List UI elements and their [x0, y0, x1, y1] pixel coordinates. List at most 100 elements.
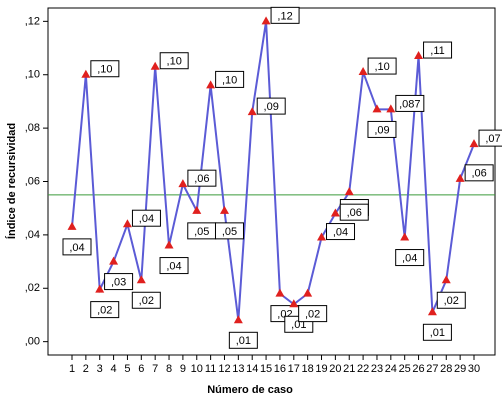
data-label: ,10: [374, 61, 389, 73]
marker: [247, 107, 257, 116]
label-box: [104, 273, 134, 291]
marker: [317, 232, 327, 241]
label-box: [464, 164, 494, 182]
data-label: ,04: [139, 213, 154, 225]
x-tick-label: 13: [232, 363, 244, 375]
label-box: [422, 323, 452, 341]
marker: [330, 208, 340, 217]
x-tick-label: 29: [454, 363, 466, 375]
y-tick-label: ,08: [25, 122, 40, 134]
marker: [427, 307, 437, 316]
y-tick-label: ,10: [25, 69, 40, 81]
marker: [219, 205, 229, 214]
x-axis-label: Número de caso: [207, 384, 293, 396]
label-box: [256, 97, 286, 115]
label-box: [478, 129, 502, 147]
data-label: ,06: [347, 207, 362, 219]
x-tick-label: 25: [399, 363, 411, 375]
x-tick-label: 27: [426, 363, 438, 375]
data-label: ,10: [97, 64, 112, 76]
x-tick-label: 16: [274, 363, 286, 375]
x-tick-label: 8: [166, 363, 172, 375]
x-tick-label: 7: [152, 363, 158, 375]
label-box: [326, 223, 356, 241]
x-tick-label: 19: [315, 363, 327, 375]
x-tick-label: 5: [124, 363, 130, 375]
data-label: ,06: [471, 168, 486, 180]
marker: [164, 240, 174, 249]
data-label: ,04: [402, 252, 417, 264]
label-box: [90, 60, 120, 78]
label-box: [159, 257, 189, 275]
plot-area: [47, 7, 496, 356]
x-tick-label: 28: [440, 363, 452, 375]
series-line: [71, 21, 475, 321]
marker: [233, 315, 243, 324]
x-tick-label: 21: [343, 363, 355, 375]
y-axis-label: Índice de recursividad: [5, 123, 18, 239]
data-label: ,11: [430, 45, 444, 57]
label-box: [131, 291, 161, 309]
data-label: ,01: [236, 335, 251, 347]
data-label: ,09: [264, 101, 279, 113]
x-tick-label: 4: [111, 363, 117, 375]
marker: [455, 173, 465, 182]
label-box: [62, 238, 92, 256]
marker: [386, 104, 396, 113]
data-label: ,01: [291, 319, 306, 331]
data-label: ,04: [333, 226, 348, 238]
data-label: ,12: [277, 10, 292, 22]
x-tick-label: 11: [205, 363, 216, 375]
x-tick-label: 15: [260, 363, 272, 375]
marker: [344, 187, 354, 196]
marker: [150, 61, 160, 70]
x-tick-label: 23: [371, 363, 383, 375]
label-box: [367, 57, 397, 75]
data-label: ,09: [374, 124, 389, 136]
label-box: [423, 41, 453, 59]
marker: [81, 69, 91, 78]
marker: [178, 179, 188, 188]
marker: [358, 67, 368, 76]
marker: [136, 275, 146, 284]
y-tick-label: ,02: [25, 282, 40, 294]
data-label: ,04: [166, 260, 181, 272]
label-box: [214, 222, 244, 240]
data-label: ,10: [167, 56, 182, 68]
label-box: [90, 301, 120, 319]
label-box: [395, 249, 425, 267]
data-label: ,05: [194, 226, 209, 238]
marker: [67, 221, 77, 230]
label-box: [367, 120, 397, 138]
marker: [469, 139, 479, 148]
marker: [441, 275, 451, 284]
data-label: ,07: [485, 133, 500, 145]
data-label: ,04: [69, 242, 84, 254]
marker: [400, 232, 410, 241]
data-label: ,02: [97, 305, 112, 317]
marker: [109, 256, 119, 265]
marker: [261, 16, 271, 25]
marker: [192, 205, 202, 214]
x-tick-label: 20: [329, 363, 341, 375]
data-label: ,05: [222, 226, 237, 238]
marker: [289, 299, 299, 308]
data-label: ,02: [444, 295, 459, 307]
marker: [275, 288, 285, 297]
x-tick-label: 17: [288, 363, 300, 375]
data-label: ,10: [222, 74, 237, 86]
y-tick-label: ,06: [25, 175, 40, 187]
label-box: [436, 291, 466, 309]
label-box: [339, 203, 369, 221]
data-label: ,02: [305, 309, 320, 321]
x-tick-label: 1: [69, 363, 75, 375]
label-box: [395, 94, 425, 112]
y-tick-label: ,12: [25, 15, 40, 27]
x-tick-label: 18: [302, 363, 314, 375]
x-tick-label: 9: [180, 363, 186, 375]
label-box: [131, 209, 161, 227]
marker: [303, 288, 313, 297]
label-box: [298, 305, 328, 323]
x-tick-label: 30: [468, 363, 480, 375]
